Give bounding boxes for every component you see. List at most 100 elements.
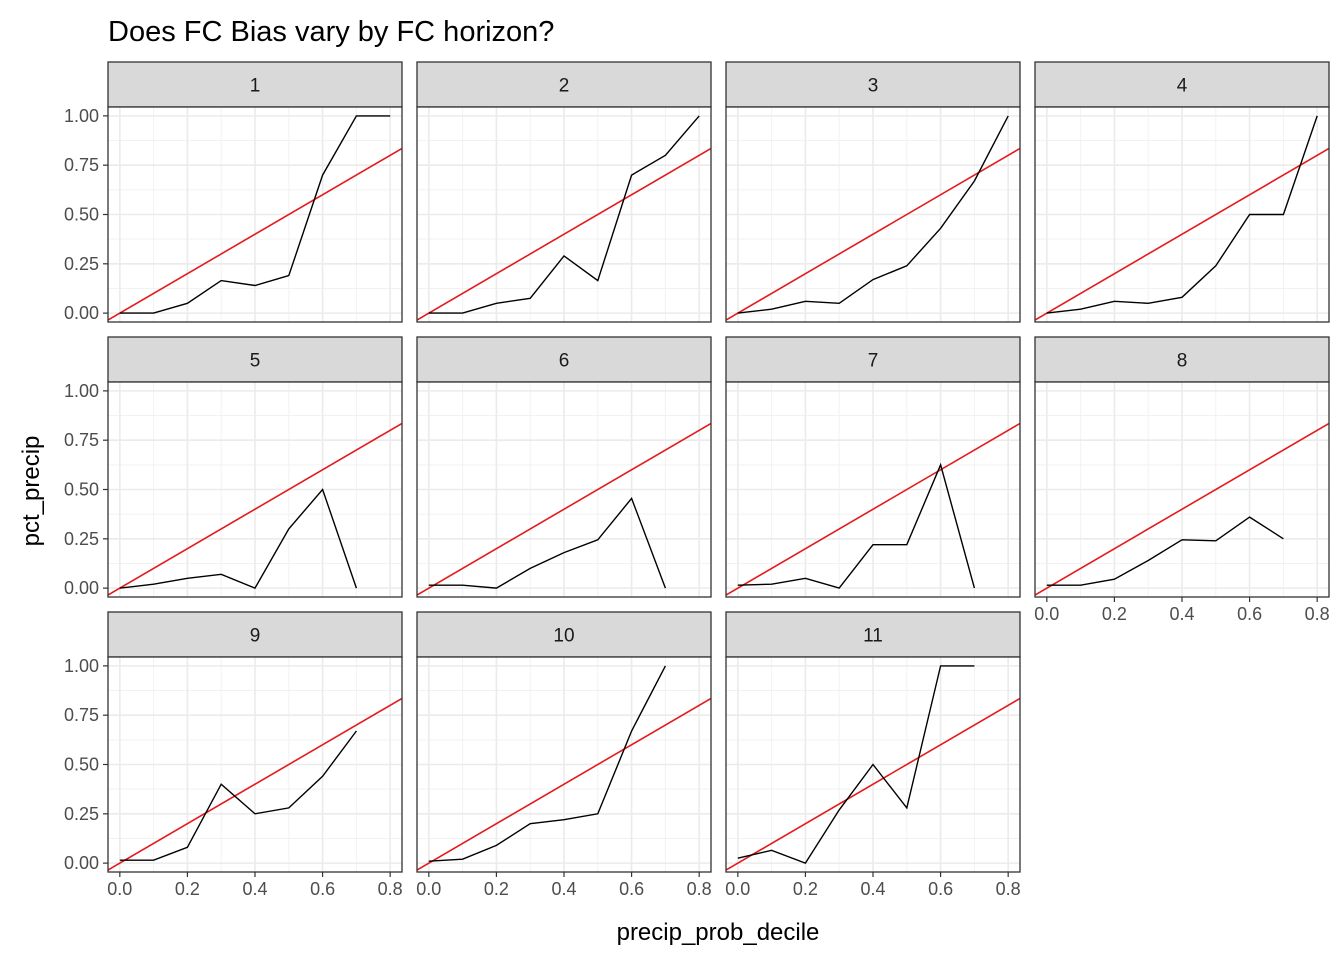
facet-strip-label: 6: [559, 351, 570, 372]
reference-line: [726, 422, 1020, 596]
y-tick-label: 0.50: [64, 205, 99, 225]
reference-line: [417, 147, 711, 321]
reference-line: [108, 422, 402, 596]
x-tick-label: 0.6: [1237, 604, 1262, 624]
facet-strip-label: 7: [868, 351, 879, 372]
x-tick-label: 0.6: [619, 879, 644, 899]
facet-strip-label: 5: [250, 351, 261, 372]
facet-strip: [725, 336, 1021, 383]
facet-strip-label: 4: [1177, 76, 1188, 97]
panel-border: [725, 106, 1021, 323]
grid: [726, 382, 1020, 597]
x-tick-label: 0.8: [1305, 604, 1330, 624]
grid: [726, 657, 1020, 872]
panel-border: [416, 381, 712, 598]
facet-strip-label: 9: [250, 626, 261, 647]
chart-title: Does FC Bias vary by FC horizon?: [108, 16, 554, 48]
x-tick-label: 0.2: [793, 879, 818, 899]
series-line: [119, 115, 391, 314]
y-tick-label: 0.50: [64, 755, 99, 775]
series-line: [737, 665, 975, 864]
panel-border: [1034, 106, 1330, 323]
x-tick-label: 0.4: [242, 879, 267, 899]
grid: [108, 657, 402, 872]
facet-strip-label: 10: [553, 626, 574, 647]
facet-strip: [107, 611, 403, 658]
facet-strip: [107, 336, 403, 383]
panel-border: [725, 381, 1021, 598]
reference-line: [108, 147, 402, 321]
grid: [1035, 107, 1329, 322]
facet-strip-label: 3: [868, 76, 879, 97]
facet-panel-6: 6: [416, 336, 712, 598]
y-tick-label: 0.00: [64, 853, 99, 873]
facet-panel-1: 1 0.00 0.25 0.50 0.75 1.00: [64, 61, 403, 323]
reference-line: [726, 147, 1020, 321]
y-tick-label: 0.50: [64, 480, 99, 500]
series-line: [119, 730, 357, 861]
reference-line: [417, 697, 711, 871]
x-tick-label: 0.4: [1169, 604, 1194, 624]
facet-strip: [416, 336, 712, 383]
x-tick-label: 0.8: [687, 879, 712, 899]
y-tick-label: 1.00: [64, 381, 99, 401]
x-tick-label: 0.0: [725, 879, 750, 899]
facet-panel-8: 8 0.0 0.2 0.4 0.6 0.8: [1034, 336, 1330, 624]
series-line: [428, 665, 667, 862]
y-tick-label: 0.25: [64, 804, 99, 824]
reference-line: [1035, 147, 1329, 321]
facet-panel-3: 3: [725, 61, 1021, 323]
facet-panel-4: 4: [1034, 61, 1330, 323]
facet-panel-7: 7: [725, 336, 1021, 598]
y-tick-label: 0.25: [64, 254, 99, 274]
x-tick-label: 0.2: [1102, 604, 1127, 624]
facet-panel-9: 9 0.00 0.25 0.50 0.75 1.00 0.0 0.2 0.4 0.6 0.8: [64, 611, 403, 899]
x-tick-label: 0.2: [484, 879, 509, 899]
facet-strip: [1034, 61, 1330, 108]
grid: [417, 107, 711, 322]
x-tick-label: 0.2: [175, 879, 200, 899]
facet-panel-10: 10 0.0 0.2 0.4 0.6 0.8: [416, 611, 712, 899]
y-tick-label: 1.00: [64, 106, 99, 126]
reference-line: [1035, 422, 1329, 596]
facet-strip-label: 11: [863, 626, 883, 647]
x-tick-label: 0.6: [928, 879, 953, 899]
x-tick-label: 0.0: [416, 879, 441, 899]
x-tick-label: 0.4: [551, 879, 576, 899]
facet-strip: [107, 61, 403, 108]
y-tick-label: 1.00: [64, 656, 99, 676]
y-tick-label: 0.75: [64, 155, 99, 175]
grid: [108, 107, 402, 322]
x-tick-label: 0.4: [860, 879, 885, 899]
series-line: [1046, 115, 1318, 314]
series-line: [428, 497, 667, 589]
y-axis-title: pct_precip: [18, 436, 45, 547]
x-tick-label: 0.0: [107, 879, 132, 899]
series-line: [737, 115, 1009, 314]
reference-line: [726, 697, 1020, 871]
facet-strip: [725, 611, 1021, 658]
facet-strip-label: 2: [559, 76, 570, 97]
grid: [417, 657, 711, 872]
x-tick-label: 0.8: [378, 879, 403, 899]
facet-strip-label: 8: [1177, 351, 1188, 372]
facet-panel-2: 2: [416, 61, 712, 323]
reference-line: [417, 422, 711, 596]
series-line: [119, 488, 358, 589]
y-tick-label: 0.00: [64, 303, 99, 323]
facet-panel-11: 11 0.0 0.2 0.4 0.6 0.8: [725, 611, 1021, 899]
facet-strip-label: 1: [250, 76, 261, 97]
x-axis-title: precip_prob_decile: [617, 919, 820, 946]
y-tick-label: 0.00: [64, 578, 99, 598]
facet-strip: [725, 61, 1021, 108]
grid: [726, 107, 1020, 322]
facet-panels: 1 0.00 0.25 0.50 0.75 1.00 2 3 4 5 0.00 0.25 0.50 0.7…: [64, 61, 1330, 899]
y-tick-label: 0.75: [64, 705, 99, 725]
series-line: [428, 115, 700, 314]
x-tick-label: 0.8: [996, 879, 1021, 899]
facet-strip: [416, 611, 712, 658]
facet-panel-5: 5 0.00 0.25 0.50 0.75 1.00: [64, 336, 403, 598]
x-tick-label: 0.6: [310, 879, 335, 899]
panel-border: [416, 106, 712, 323]
